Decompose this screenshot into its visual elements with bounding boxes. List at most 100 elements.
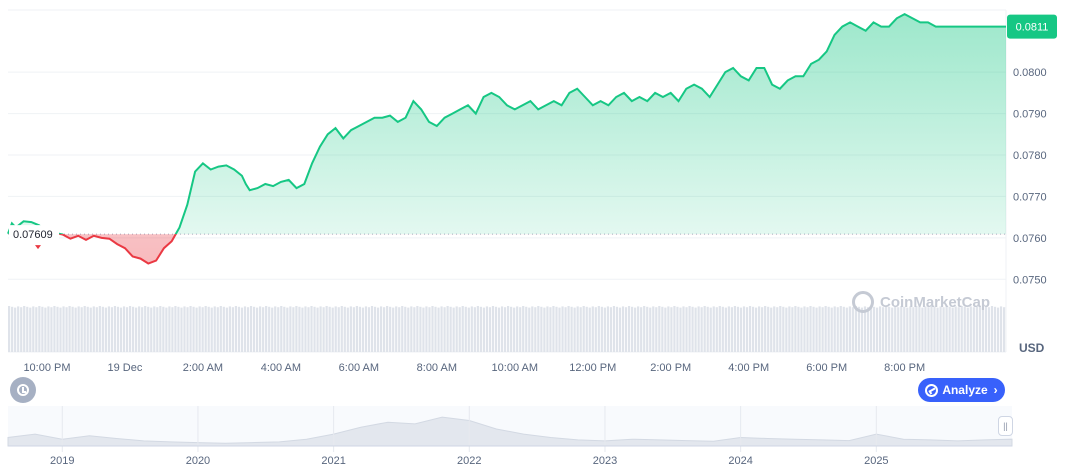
volume-bar [990, 306, 994, 352]
volume-bar [528, 307, 531, 352]
volume-bar [401, 306, 404, 352]
volume-bar [936, 307, 939, 352]
volume-bar [419, 306, 422, 352]
volume-bar [322, 307, 325, 352]
overview-year-label: 2024 [728, 455, 752, 467]
volume-bar [525, 306, 528, 352]
volume-bar [234, 306, 238, 352]
volume-bar [803, 306, 806, 352]
line-down-group [46, 234, 177, 265]
handle-grip: || [1003, 421, 1008, 431]
volume-bar [116, 306, 120, 352]
volume-bar [576, 306, 579, 352]
volume-bar [38, 306, 41, 352]
volume-bar [767, 306, 770, 352]
volume-bar [848, 306, 851, 352]
volume-bar [497, 307, 501, 352]
volume-bar [809, 306, 812, 352]
volume-bar [159, 306, 162, 352]
volume-bar [996, 307, 1000, 352]
open-price-label: 0.07609 [13, 229, 53, 241]
volume-bar [794, 306, 797, 352]
volume-bar [688, 306, 691, 352]
volume-bar [452, 307, 455, 352]
volume-bar [319, 306, 322, 352]
volume-bar [98, 306, 101, 352]
x-tick-label: 6:00 PM [806, 362, 847, 374]
price-line-up [7, 12, 1006, 235]
volume-bar [682, 306, 685, 352]
volume-bar [872, 306, 876, 352]
current-price-label: 0.0811 [1016, 22, 1049, 34]
volume-bar [788, 306, 791, 352]
volume-bar [918, 306, 921, 352]
volume-bar [171, 307, 174, 352]
volume-bar [65, 307, 68, 352]
volume-bar [606, 306, 609, 352]
volume-bar [537, 306, 540, 352]
volume-bar [240, 307, 244, 352]
volume-bar [86, 306, 89, 352]
volume-bar [567, 306, 570, 352]
volume-bar [984, 306, 988, 352]
volume-bar [125, 307, 129, 352]
volume-bar [776, 307, 779, 352]
volume-bar [138, 306, 141, 352]
volume-bar [255, 307, 259, 352]
history-button[interactable] [10, 377, 36, 403]
volume-bar [999, 306, 1003, 352]
volume-bar [277, 307, 280, 352]
volume-bar [113, 306, 117, 352]
volume-bar [346, 307, 349, 352]
volume-bar [900, 306, 903, 352]
overview-year-label: 2023 [593, 455, 617, 467]
volume-bar [207, 306, 210, 352]
volume-bar [141, 307, 144, 352]
volume-bar [162, 306, 165, 352]
overview-navigator[interactable]: 2019 2020 2021 2022 2023 2024 2025 [7, 406, 1013, 467]
volume-bar [440, 306, 443, 352]
volume-bar [637, 306, 640, 352]
volume-bar [17, 306, 20, 352]
volume-bar [540, 306, 543, 352]
volume-bar [670, 307, 673, 352]
volume-bar [685, 307, 688, 352]
volume-bar [921, 307, 924, 352]
volume-bar [464, 306, 467, 352]
volume-bar [930, 306, 933, 352]
volume-bar [107, 306, 110, 352]
y-tick-label: 0.0750 [1013, 274, 1047, 286]
volume-bar [482, 307, 486, 352]
volume-bar [960, 306, 963, 352]
volume-bar [649, 307, 652, 352]
volume-bar [174, 306, 177, 352]
volume-bar [703, 306, 706, 352]
volume-bar [389, 306, 392, 352]
volume-bar [219, 306, 222, 352]
volume-bar [609, 307, 613, 352]
volume-bar [842, 306, 845, 352]
area-down-group [60, 234, 176, 264]
volume-bar [627, 306, 631, 352]
analyze-button[interactable]: Analyze › [918, 378, 1005, 402]
volume-bar [198, 306, 201, 352]
volume-bar [591, 306, 594, 352]
volume-bar [470, 306, 473, 352]
volume-bar [745, 307, 749, 352]
volume-bar [29, 307, 32, 352]
volume-bar [355, 306, 358, 352]
volume-bar [165, 307, 168, 352]
volume-bar [144, 306, 147, 352]
volume-bar [41, 306, 44, 352]
y-tick-label: 0.0790 [1013, 109, 1047, 121]
y-axis: 0.0750 0.0760 0.0770 0.0780 0.0790 0.0800 0.07… [9, 14, 1057, 355]
y-tick-label: 0.0770 [1013, 191, 1047, 203]
volume-bar [875, 307, 879, 352]
volume-bar [168, 306, 171, 352]
volume-bar [754, 307, 758, 352]
range-slider-handle[interactable]: || [998, 416, 1013, 436]
volume-bar [461, 306, 464, 352]
volume-bar [667, 306, 670, 352]
volume-bar [292, 307, 295, 352]
volume-bar [594, 307, 597, 352]
